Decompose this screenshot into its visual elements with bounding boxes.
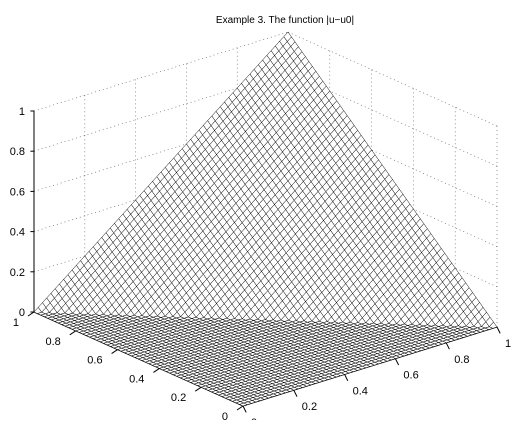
x-tick-label: 0.8 [454,354,469,366]
z-tick-label: 0.2 [10,267,25,279]
z-tick-label: 0.6 [10,186,25,198]
y-tick-label-mark [111,349,118,355]
y-tick-label: 0 [222,411,228,420]
z-tick-label: 0.8 [10,146,25,158]
grid-line [33,192,289,273]
surface-mesh [33,31,498,407]
surface-cell [239,402,248,407]
z-tick-label: 0.4 [10,227,25,239]
z-tick-label: 0 [19,307,25,319]
x-tick-label: 0.4 [353,385,368,397]
y-tick-label: 1 [13,317,19,329]
z-tick-label: 1 [19,106,25,118]
chart-title: Example 3. The function |u−u0| [216,15,354,26]
x-tick-label-mark [445,342,450,350]
x-tick-label: 0.6 [403,370,418,382]
x-tick-label-mark [496,326,501,334]
y-tick-label: 0.8 [46,336,61,348]
grid-line [33,112,289,192]
y-tick-label: 0.2 [171,392,186,404]
x-tick-label-mark [242,405,247,413]
x-tick-label-mark [344,374,349,382]
x-tick-label: 1 [505,338,511,350]
tick-labels: 00.20.40.60.8100.20.40.60.8100.20.40.60.… [10,106,511,425]
y-tick-label: 0.4 [129,373,144,385]
y-tick-label-mark [27,311,35,317]
grid-line [33,71,289,152]
x-tick-label: 0.2 [302,401,317,413]
y-tick-label: 0.6 [87,355,102,367]
grid-line [33,152,289,232]
y-tick-label-mark [236,405,244,411]
x-tick-label-mark [293,389,298,397]
y-tick-label-mark [194,386,202,392]
y-tick-label-mark [69,330,77,336]
x-tick-label-mark [394,358,400,366]
y-tick-label-mark [153,367,160,373]
grid-line [33,31,289,112]
